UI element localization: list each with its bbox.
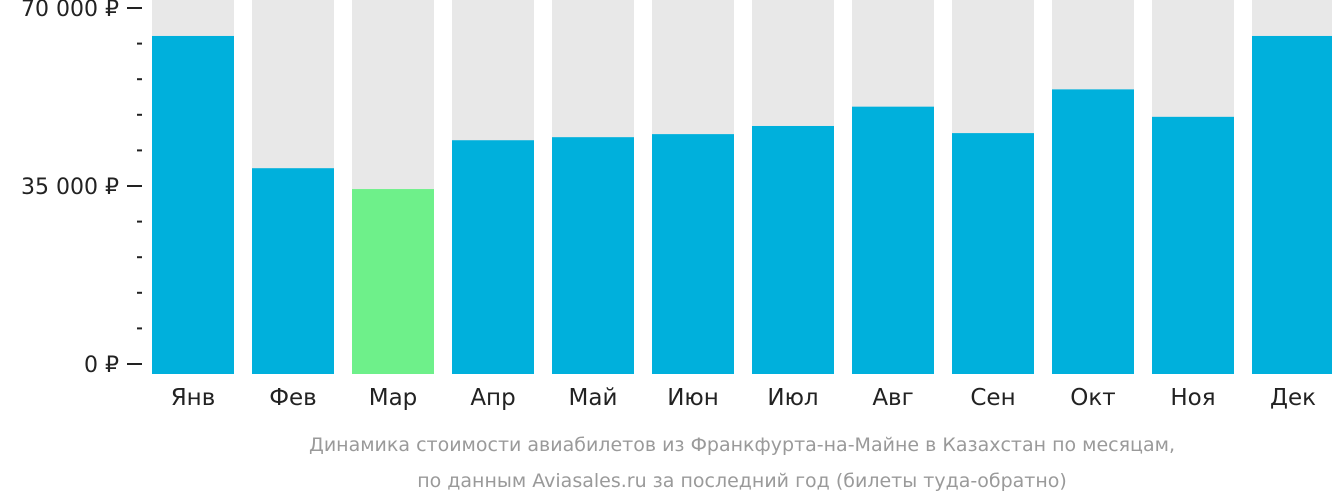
chart-caption-line-2: по данным Aviasales.ru за последний год … bbox=[417, 470, 1067, 492]
bar-1 bbox=[152, 35, 234, 374]
bar-2 bbox=[252, 168, 334, 374]
x-tick-label: Авг bbox=[872, 385, 913, 411]
x-tick-label: Мар bbox=[369, 385, 418, 411]
bar-11 bbox=[1152, 116, 1234, 374]
bar-12 bbox=[1252, 35, 1332, 374]
y-tick-label: 35 000 ₽ bbox=[21, 175, 119, 200]
y-axis: 0 ₽ 35 000 ₽ 70 000 ₽ bbox=[21, 0, 142, 378]
bar-5 bbox=[552, 137, 634, 374]
x-tick-label: Янв bbox=[171, 385, 216, 411]
x-tick-label: Дек bbox=[1270, 385, 1316, 411]
bar-8 bbox=[852, 106, 934, 375]
x-tick-label: Фев bbox=[269, 385, 317, 411]
category-labels: Янв Фев Мар Апр Май Июн Июл Авг Сен Окт Ноя Дек bbox=[171, 385, 1316, 411]
x-tick-label: Июл bbox=[767, 385, 818, 411]
bar-7 bbox=[752, 125, 834, 374]
x-tick-label: Июн bbox=[667, 385, 719, 411]
bar-3 bbox=[352, 189, 434, 374]
x-tick-label: Апр bbox=[470, 385, 515, 411]
chart-caption-line-1: Динамика стоимости авиабилетов из Франкф… bbox=[309, 434, 1175, 456]
bar-4 bbox=[452, 140, 534, 374]
bar-6 bbox=[652, 134, 734, 374]
x-tick-label: Ноя bbox=[1170, 385, 1215, 411]
y-tick-label: 70 000 ₽ bbox=[21, 0, 119, 22]
y-tick-label: 0 ₽ bbox=[84, 353, 119, 378]
x-tick-label: Сен bbox=[970, 385, 1015, 411]
bar-9 bbox=[952, 133, 1034, 374]
x-tick-label: Май bbox=[569, 385, 618, 411]
bar-10 bbox=[1052, 89, 1134, 374]
x-tick-label: Окт bbox=[1070, 385, 1115, 411]
data-bars bbox=[152, 35, 1332, 375]
